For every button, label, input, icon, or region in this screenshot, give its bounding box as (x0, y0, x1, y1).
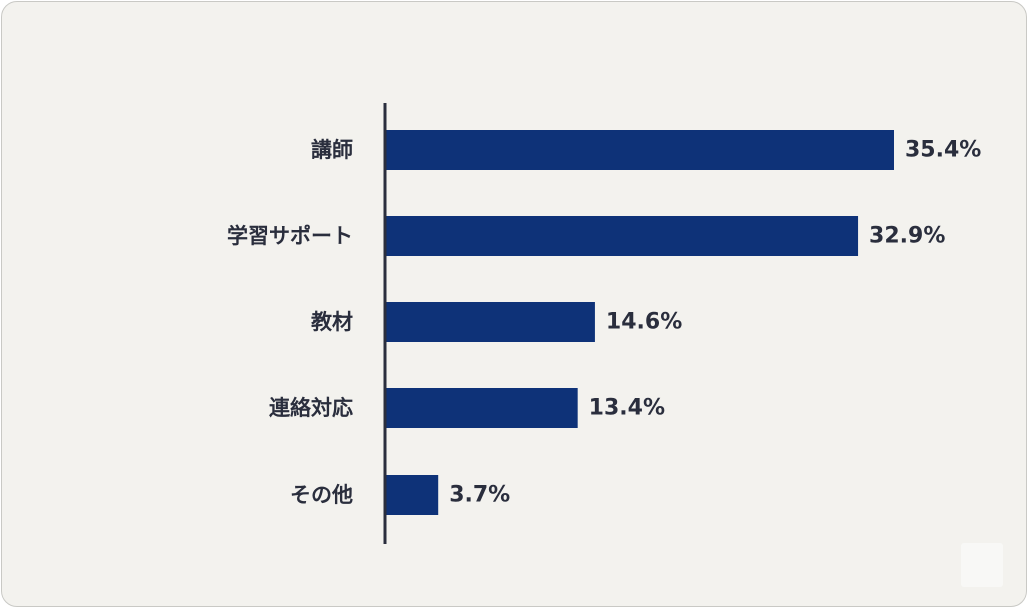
value-label-5: 3.7% (449, 483, 510, 508)
bar-5 (385, 475, 439, 515)
category-label-1: 講師 (311, 138, 353, 162)
bar-2 (385, 216, 859, 256)
bars-layer (385, 130, 894, 515)
category-label-5: その他 (290, 483, 353, 507)
bar-1 (385, 130, 894, 170)
labels-layer: 講師 35.4% 学習サポート 32.9% 教材 14.6% 連絡対応 13.4% その他 3.7… (227, 138, 981, 508)
value-label-2: 32.9% (869, 224, 945, 249)
category-label-2: 学習サポート (227, 224, 353, 248)
value-label-3: 14.6% (606, 310, 682, 335)
value-label-1: 35.4% (905, 138, 981, 163)
category-label-4: 連絡対応 (269, 396, 353, 420)
corner-box (961, 543, 1003, 587)
bar-3 (385, 302, 595, 342)
value-label-4: 13.4% (589, 396, 665, 421)
bar-4 (385, 388, 578, 428)
category-label-3: 教材 (311, 310, 353, 334)
